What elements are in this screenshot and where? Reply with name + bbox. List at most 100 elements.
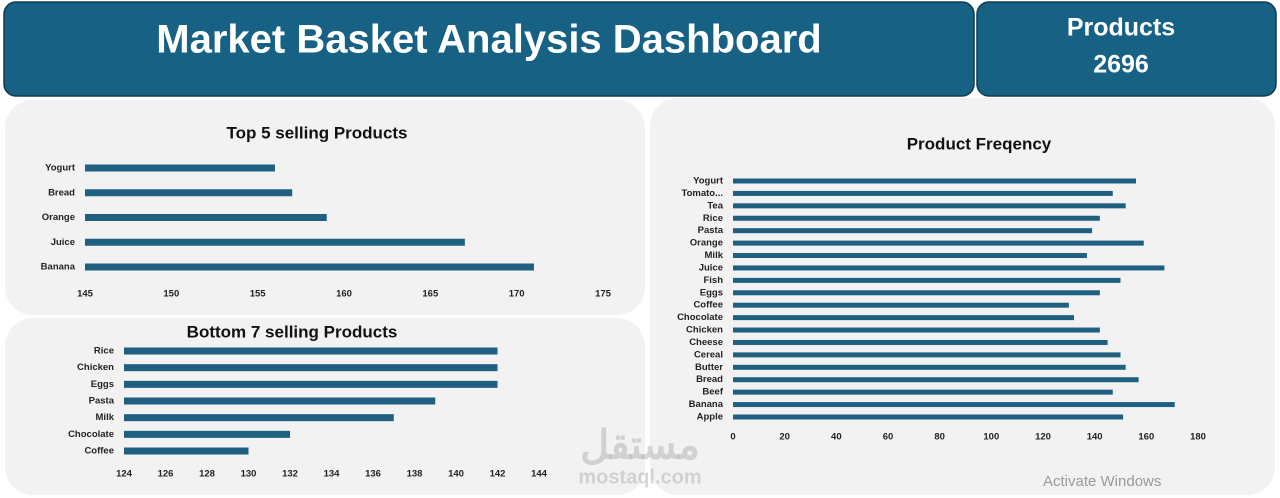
bar — [733, 364, 1126, 370]
watermark: Activate Windows — [1043, 473, 1161, 490]
y-tick-label: Bread — [696, 374, 723, 385]
x-tick-label: 175 — [595, 289, 612, 300]
x-tick-label: 138 — [407, 469, 423, 480]
x-tick-label: 136 — [365, 469, 381, 480]
y-tick-label: Juice — [699, 262, 723, 273]
bar — [733, 215, 1100, 221]
y-tick-label: Butter — [695, 362, 723, 373]
bar — [733, 327, 1100, 333]
y-tick-label: Milk — [705, 250, 724, 261]
x-tick-label: 120 — [1035, 432, 1051, 443]
bar — [733, 302, 1069, 308]
x-tick-label: 20 — [779, 432, 790, 443]
y-tick-label: Eggs — [91, 379, 114, 390]
bar — [733, 290, 1100, 296]
x-tick-label: 60 — [883, 432, 894, 443]
y-tick-label: Rice — [703, 213, 723, 224]
bar — [733, 414, 1124, 420]
bar — [85, 214, 327, 221]
y-tick-label: Fish — [703, 275, 723, 286]
bar — [733, 352, 1121, 358]
x-tick-label: 130 — [241, 469, 257, 480]
x-tick-label: 160 — [336, 289, 352, 300]
bar — [733, 389, 1113, 395]
y-tick-label: Milk — [96, 412, 115, 423]
bar — [733, 377, 1139, 383]
y-tick-label: Pasta — [698, 225, 724, 236]
y-tick-label: Chicken — [686, 325, 723, 336]
y-tick-label: Pasta — [89, 396, 115, 407]
bar — [733, 178, 1136, 184]
y-tick-label: Tea — [707, 200, 723, 211]
chart-title: Top 5 selling Products — [226, 123, 407, 142]
y-tick-label: Bread — [48, 187, 75, 198]
y-tick-label: Apple — [697, 411, 723, 422]
chart-title: Bottom 7 selling Products — [187, 322, 398, 341]
x-tick-label: 144 — [531, 469, 548, 480]
bar — [85, 263, 534, 271]
x-tick-label: 150 — [163, 289, 179, 300]
bar — [733, 203, 1126, 209]
header-bar — [3, 1, 975, 97]
y-tick-label: Chicken — [77, 362, 114, 373]
bar — [733, 190, 1113, 196]
y-tick-label: Cheese — [689, 337, 723, 348]
watermark: mostaql.com — [578, 466, 701, 488]
bar — [124, 364, 498, 372]
y-tick-label: Orange — [42, 212, 75, 223]
y-tick-label: Banana — [689, 399, 724, 410]
y-tick-label: Coffee — [84, 446, 114, 457]
x-tick-label: 126 — [158, 469, 174, 480]
y-tick-label: Rice — [94, 346, 114, 357]
bar — [733, 277, 1121, 283]
bar — [124, 414, 394, 422]
x-tick-label: 40 — [831, 432, 842, 443]
bar — [85, 238, 465, 246]
y-tick-label: Chocolate — [68, 429, 114, 440]
y-tick-label: Tomato... — [681, 188, 723, 199]
dashboard-title: Market Basket Analysis Dashboard — [156, 18, 821, 62]
y-tick-label: Chocolate — [677, 312, 723, 323]
x-tick-label: 128 — [199, 469, 215, 480]
y-tick-label: Yogurt — [45, 163, 76, 174]
watermark: مستقل — [580, 424, 700, 468]
chart-title: Product Freqency — [907, 134, 1052, 153]
bar — [85, 164, 275, 172]
y-tick-label: Banana — [41, 262, 76, 273]
bar — [733, 240, 1144, 246]
y-tick-label: Cereal — [694, 349, 723, 360]
kpi-label: Products — [1067, 14, 1175, 42]
y-tick-label: Beef — [702, 387, 723, 398]
x-tick-label: 80 — [934, 432, 945, 443]
x-tick-label: 155 — [250, 289, 267, 300]
bar — [733, 339, 1108, 345]
x-tick-label: 100 — [983, 432, 999, 443]
x-tick-label: 165 — [422, 289, 439, 300]
bar — [124, 430, 290, 438]
x-tick-label: 0 — [730, 432, 735, 443]
bar — [733, 265, 1165, 271]
x-tick-label: 140 — [448, 469, 464, 480]
y-tick-label: Eggs — [700, 287, 723, 298]
y-tick-label: Yogurt — [693, 176, 724, 187]
bar — [124, 447, 249, 455]
kpi-card — [976, 1, 1277, 97]
bar — [85, 189, 293, 197]
x-tick-label: 124 — [116, 469, 133, 480]
x-tick-label: 142 — [490, 469, 506, 480]
x-tick-label: 160 — [1138, 432, 1154, 443]
bar — [124, 347, 498, 355]
x-tick-label: 140 — [1087, 432, 1103, 443]
kpi-value: 2696 — [1093, 51, 1149, 79]
bar — [124, 380, 498, 388]
x-tick-label: 180 — [1190, 432, 1206, 443]
bar — [733, 253, 1087, 259]
chart-panel — [650, 98, 1275, 495]
y-tick-label: Coffee — [693, 300, 723, 311]
x-tick-label: 134 — [324, 469, 341, 480]
y-tick-label: Orange — [690, 238, 723, 249]
bar — [733, 402, 1175, 408]
bar — [733, 228, 1093, 234]
x-tick-label: 132 — [282, 469, 298, 480]
